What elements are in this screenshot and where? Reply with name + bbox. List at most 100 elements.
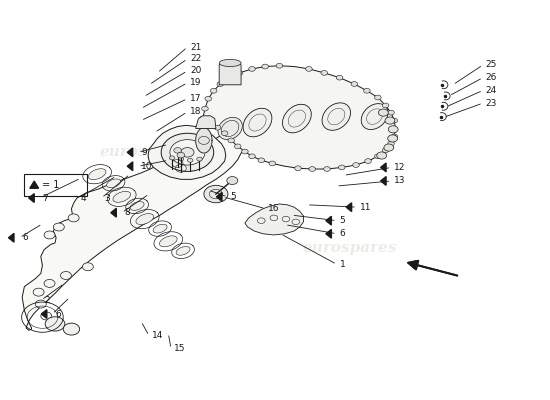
Polygon shape xyxy=(219,61,241,85)
Ellipse shape xyxy=(219,59,241,66)
Polygon shape xyxy=(127,148,133,157)
Text: eurospares: eurospares xyxy=(100,145,194,159)
Circle shape xyxy=(385,117,395,124)
Circle shape xyxy=(262,64,268,69)
Polygon shape xyxy=(245,204,304,235)
Circle shape xyxy=(44,231,55,239)
Text: 6: 6 xyxy=(55,310,60,318)
Text: 7: 7 xyxy=(42,194,48,202)
Text: 21: 21 xyxy=(190,42,201,52)
Circle shape xyxy=(388,135,398,142)
Circle shape xyxy=(200,116,206,121)
Text: 3: 3 xyxy=(104,194,110,202)
Circle shape xyxy=(236,70,243,75)
Text: 13: 13 xyxy=(394,176,406,186)
Circle shape xyxy=(321,70,328,75)
Circle shape xyxy=(391,118,398,123)
Text: 19: 19 xyxy=(190,78,202,87)
Text: 10: 10 xyxy=(141,162,152,171)
Circle shape xyxy=(276,63,283,68)
Circle shape xyxy=(378,109,388,116)
Circle shape xyxy=(169,156,175,160)
Ellipse shape xyxy=(107,179,120,188)
Ellipse shape xyxy=(136,214,153,224)
Text: 14: 14 xyxy=(152,331,163,340)
Circle shape xyxy=(44,280,55,287)
Circle shape xyxy=(249,154,255,159)
Ellipse shape xyxy=(243,108,272,137)
Circle shape xyxy=(225,75,232,80)
Circle shape xyxy=(68,214,79,222)
Polygon shape xyxy=(148,125,226,179)
Text: 5: 5 xyxy=(230,192,236,201)
Circle shape xyxy=(211,88,217,93)
Polygon shape xyxy=(29,194,34,202)
Text: = 1: = 1 xyxy=(42,180,59,190)
Circle shape xyxy=(309,167,316,171)
Ellipse shape xyxy=(176,246,190,255)
Circle shape xyxy=(258,158,265,163)
Circle shape xyxy=(234,144,241,149)
Text: 4: 4 xyxy=(81,194,86,202)
Circle shape xyxy=(351,82,358,86)
Circle shape xyxy=(204,185,228,203)
Text: 20: 20 xyxy=(190,66,201,76)
Polygon shape xyxy=(30,181,38,188)
Polygon shape xyxy=(196,128,212,153)
Circle shape xyxy=(382,103,389,108)
Circle shape xyxy=(365,159,371,164)
Circle shape xyxy=(217,82,223,86)
Text: 24: 24 xyxy=(486,86,497,95)
Circle shape xyxy=(228,138,234,143)
Circle shape xyxy=(382,148,389,153)
Ellipse shape xyxy=(130,202,144,210)
Circle shape xyxy=(221,131,228,136)
Text: 12: 12 xyxy=(394,163,406,172)
Polygon shape xyxy=(22,132,250,330)
Circle shape xyxy=(364,88,370,93)
Polygon shape xyxy=(326,229,331,238)
Circle shape xyxy=(161,133,214,171)
Circle shape xyxy=(241,149,248,154)
Ellipse shape xyxy=(113,191,131,202)
Circle shape xyxy=(375,154,381,159)
Text: 8: 8 xyxy=(124,208,130,217)
Circle shape xyxy=(197,157,202,161)
Circle shape xyxy=(82,263,94,271)
Circle shape xyxy=(174,148,182,153)
Circle shape xyxy=(391,134,398,139)
Circle shape xyxy=(177,152,185,158)
Text: 25: 25 xyxy=(486,60,497,70)
Text: 23: 23 xyxy=(486,98,497,108)
Circle shape xyxy=(377,152,387,159)
Polygon shape xyxy=(41,310,47,318)
Text: 5: 5 xyxy=(339,216,345,225)
Circle shape xyxy=(384,144,394,151)
Circle shape xyxy=(178,157,184,161)
Polygon shape xyxy=(381,176,386,185)
Polygon shape xyxy=(217,192,222,201)
Circle shape xyxy=(207,120,214,125)
Circle shape xyxy=(336,75,343,80)
Circle shape xyxy=(388,126,398,133)
Circle shape xyxy=(306,66,312,71)
Circle shape xyxy=(181,148,194,157)
Text: eurospares: eurospares xyxy=(302,241,397,255)
Text: 18: 18 xyxy=(190,107,202,116)
Circle shape xyxy=(63,323,80,335)
Circle shape xyxy=(388,141,394,146)
Circle shape xyxy=(45,317,65,331)
Text: 9: 9 xyxy=(141,148,147,157)
Polygon shape xyxy=(346,203,351,212)
Text: 6: 6 xyxy=(22,233,28,242)
Circle shape xyxy=(375,95,381,100)
Circle shape xyxy=(338,165,345,170)
Polygon shape xyxy=(203,66,395,169)
Text: 1: 1 xyxy=(339,260,345,269)
Text: 26: 26 xyxy=(486,73,497,82)
Ellipse shape xyxy=(283,104,311,133)
Text: 2: 2 xyxy=(44,296,50,305)
Circle shape xyxy=(170,140,205,165)
Polygon shape xyxy=(8,233,14,242)
Polygon shape xyxy=(326,216,331,225)
